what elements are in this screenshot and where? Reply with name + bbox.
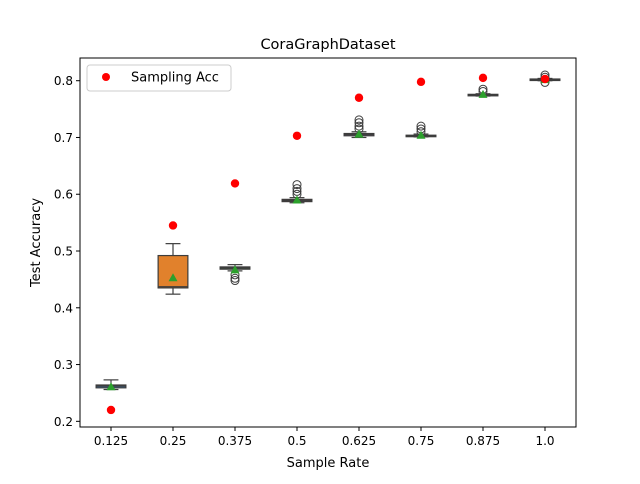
box-group-0: [95, 379, 127, 391]
box-group-5: [405, 121, 437, 139]
mean-marker: [292, 195, 302, 204]
legend-label-sampling-acc: Sampling Acc: [131, 71, 219, 86]
y-tick-label: 0.2: [54, 415, 73, 429]
outlier-point: [230, 273, 240, 283]
box-group-2: [219, 264, 251, 286]
x-tick-label: 0.625: [342, 434, 376, 448]
x-axis-label: Sample Rate: [287, 456, 370, 471]
y-axis-label: Test Accuracy: [29, 198, 44, 288]
box-group-6: [467, 84, 499, 98]
outlier-point: [292, 180, 302, 190]
axes-frame: [79, 57, 577, 428]
y-tick-label: 0.3: [54, 358, 73, 372]
mean-marker: [106, 382, 116, 391]
sampling-acc-point: [106, 405, 116, 415]
y-tick-label: 0.7: [54, 131, 73, 145]
sampling-acc-point: [416, 77, 426, 87]
outlier-point: [292, 186, 302, 196]
x-tick-label: 0.25: [160, 434, 187, 448]
box-group-3: [281, 180, 313, 204]
sampling-acc-point: [230, 179, 240, 188]
outlier-point: [354, 118, 364, 128]
mean-marker: [230, 265, 240, 274]
mean-marker: [478, 89, 488, 98]
mean-marker: [168, 273, 178, 282]
y-tick-label: 0.6: [54, 188, 73, 202]
outlier-point: [292, 184, 302, 194]
legend-marker-sampling-acc: [102, 73, 110, 81]
outlier-point: [230, 276, 240, 286]
x-tick-label: 0.125: [94, 434, 128, 448]
sampling-acc-point: [478, 73, 488, 83]
outlier-point: [416, 121, 426, 131]
plot-area: [95, 70, 561, 415]
x-tick-label: 0.375: [218, 434, 252, 448]
x-tick-label: 1.0: [535, 434, 554, 448]
x-tick-label: 0.875: [466, 434, 500, 448]
legend: Sampling Acc: [86, 64, 232, 92]
sampling-acc-point: [540, 74, 550, 84]
y-tick-label: 0.8: [54, 74, 73, 88]
y-tick-label: 0.5: [54, 245, 73, 259]
x-tick-label: 0.5: [287, 434, 306, 448]
axis-ticks: 0.125 0.25 0.375 0.5 0.625 0.75 0.875 1.0 0.2 0.3…: [54, 74, 555, 448]
mean-marker: [354, 129, 364, 138]
legend-frame: [86, 64, 232, 92]
chart-title: CoraGraphDataset: [260, 37, 395, 53]
mean-marker: [416, 130, 426, 139]
box-group-1: [157, 243, 189, 295]
y-tick-label: 0.4: [54, 301, 73, 315]
outlier-point: [354, 115, 364, 125]
sampling-acc-point: [354, 93, 364, 102]
x-tick-label: 0.75: [408, 434, 435, 448]
box-group-4: [343, 115, 375, 139]
sampling-acc-point: [168, 221, 178, 230]
box-body: [157, 254, 189, 289]
sampling-acc-point: [292, 131, 302, 140]
